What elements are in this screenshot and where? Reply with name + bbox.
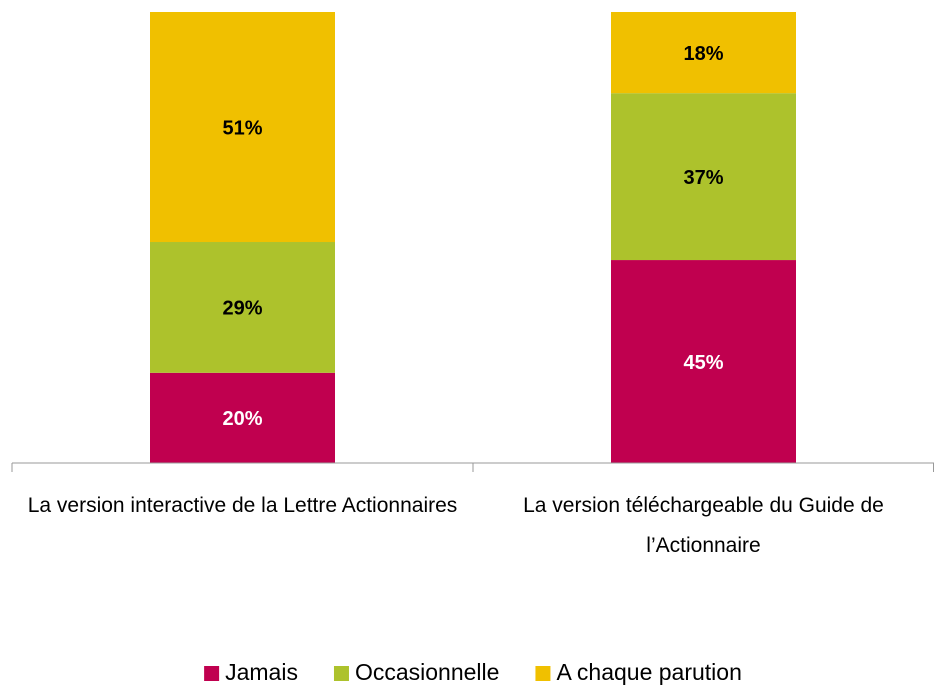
value-label: 20%	[222, 408, 262, 430]
legend-swatch	[333, 666, 349, 681]
legend-swatch	[535, 666, 551, 681]
bar-segment	[150, 242, 335, 373]
legend-swatch	[204, 666, 220, 681]
legend-label: A chaque parution	[556, 659, 741, 685]
bar-segment	[611, 12, 796, 94]
x-tick-label: La version interactive de la Lettre Acti…	[27, 494, 458, 517]
bar-segment	[611, 260, 796, 463]
x-tick-label: La version téléchargeable du Guide de l’…	[523, 494, 884, 557]
value-label: 29%	[222, 298, 262, 320]
value-label: 51%	[222, 117, 262, 139]
bar-segment	[611, 93, 796, 261]
value-label: 18%	[683, 43, 723, 65]
value-label: 37%	[683, 167, 723, 189]
legend-label: Jamais	[225, 659, 298, 685]
value-label: 45%	[683, 352, 723, 374]
bar-segment	[150, 12, 335, 243]
bar-segment	[150, 372, 335, 463]
legend-label: Occasionnelle	[355, 659, 499, 685]
